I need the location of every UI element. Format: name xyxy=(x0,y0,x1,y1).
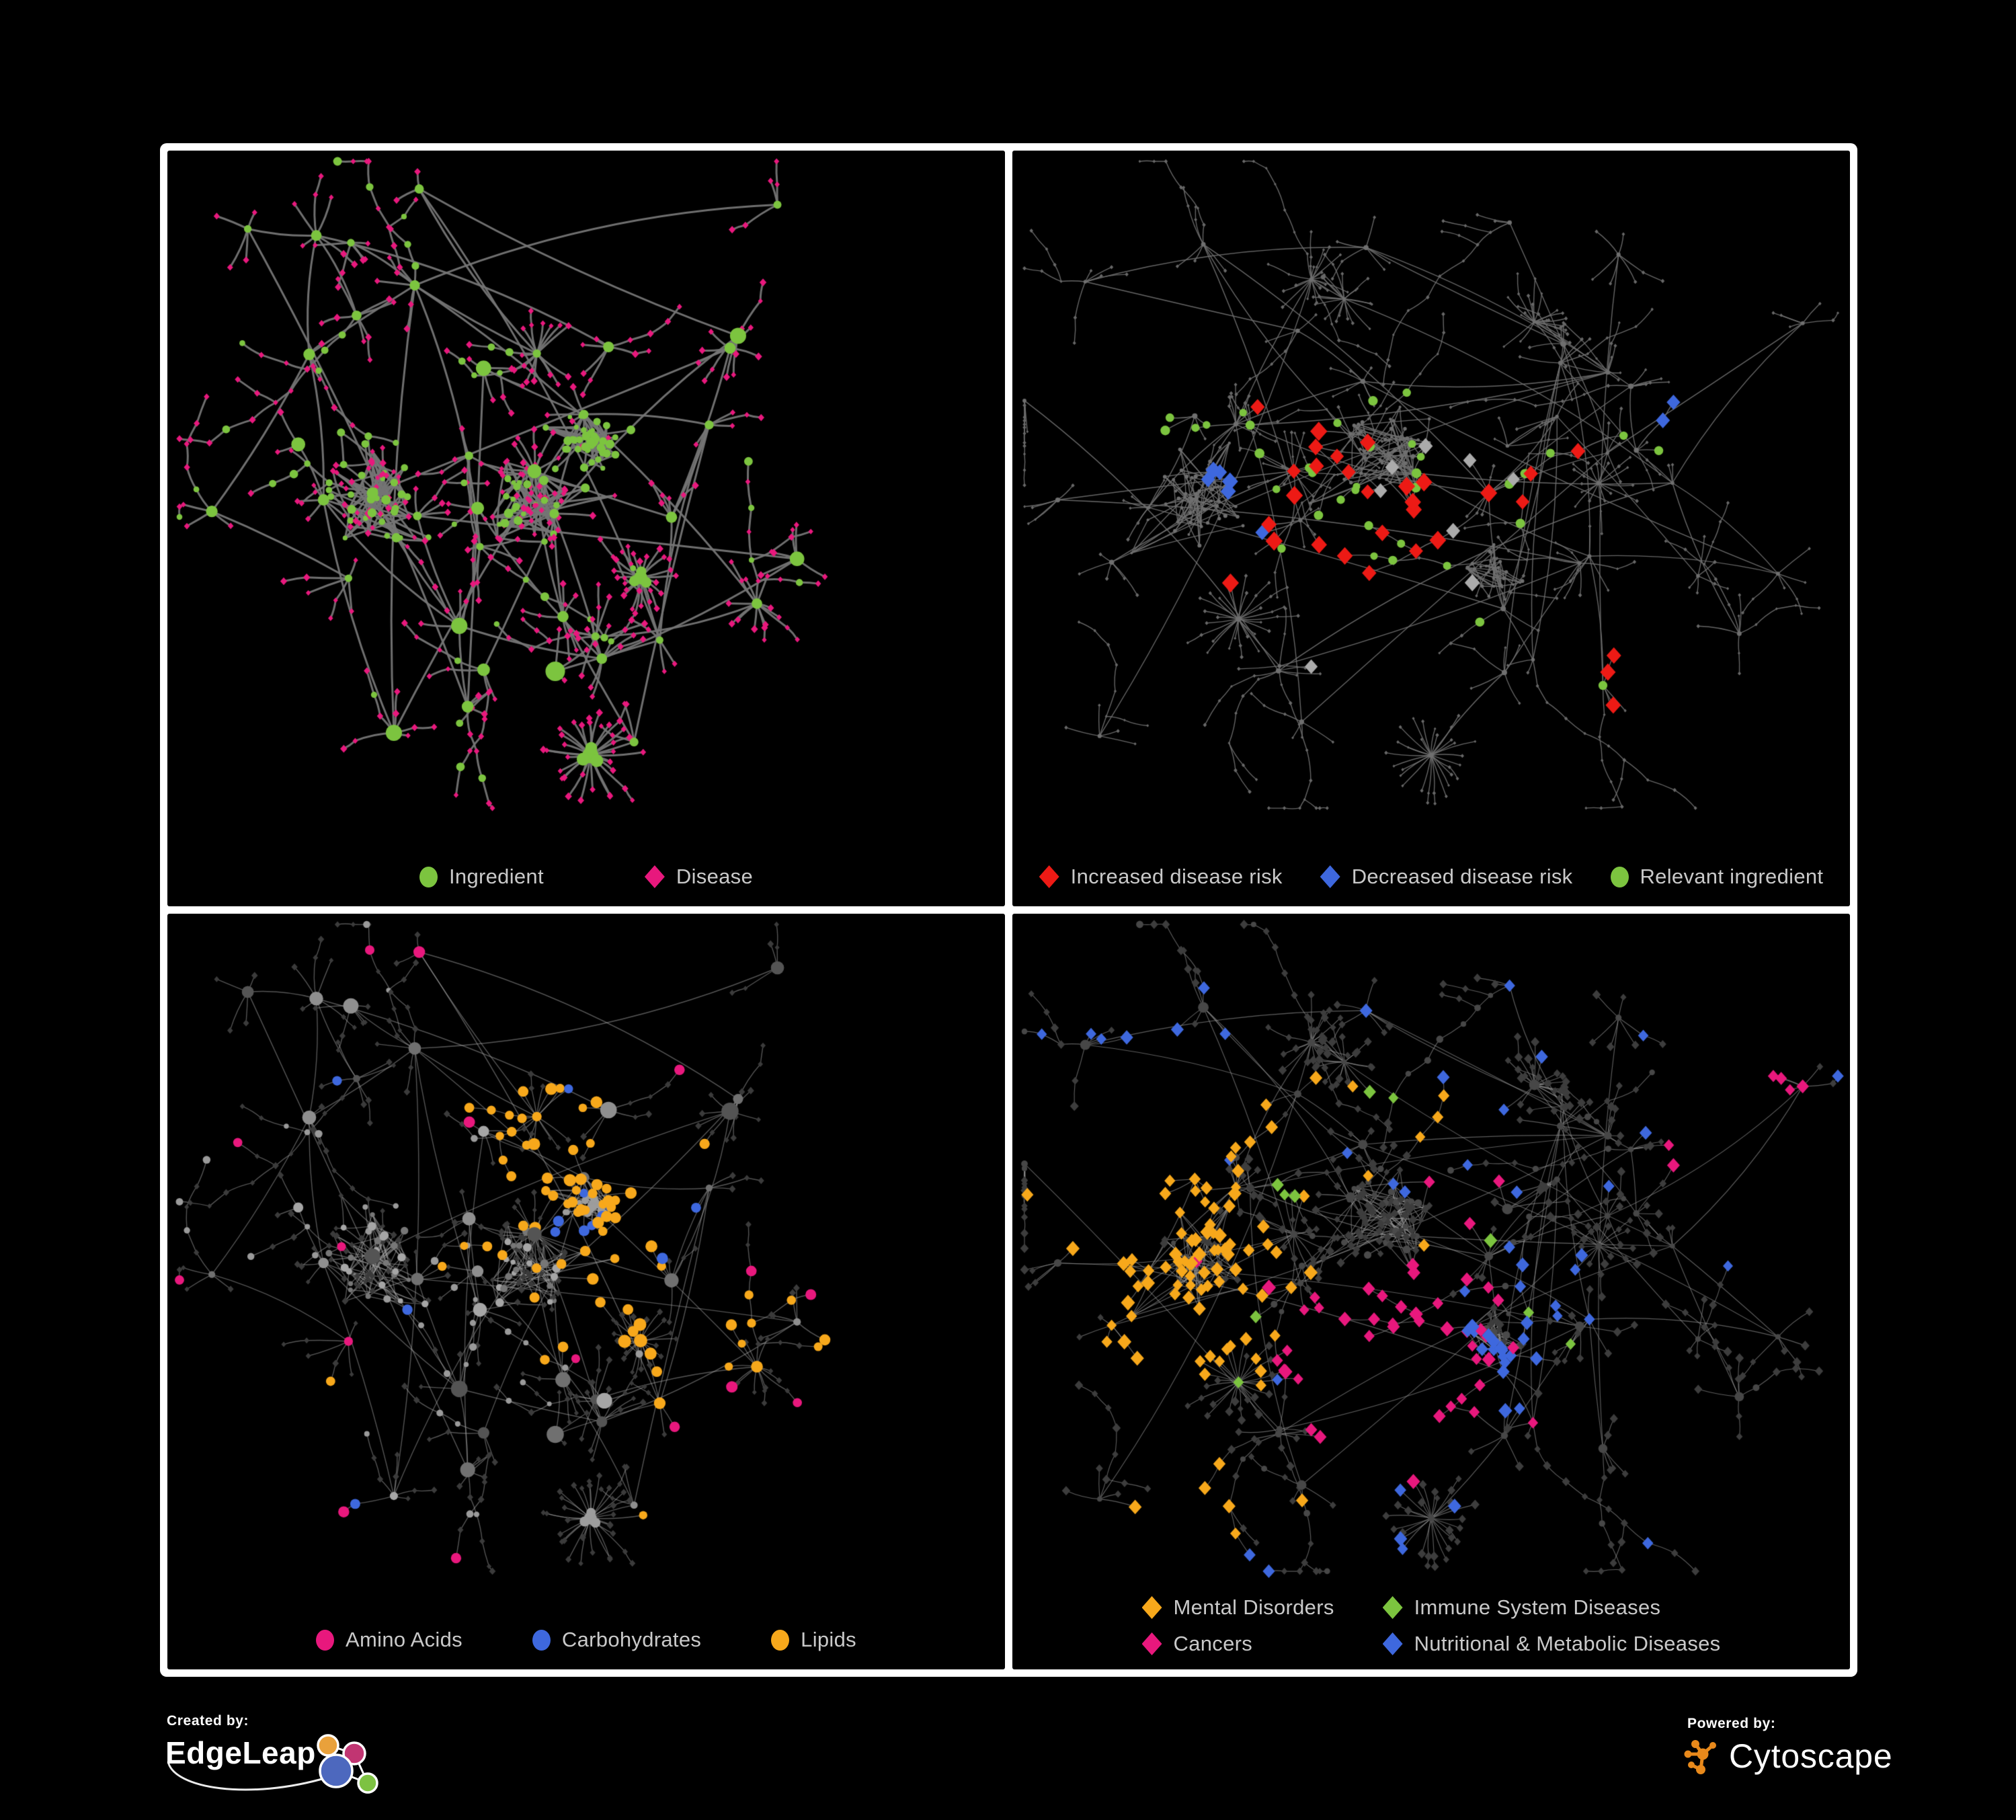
disease-class-graph-canvas xyxy=(1012,914,1850,1669)
created-by-label: Created by: xyxy=(167,1713,249,1729)
nutrient-class-graph-canvas xyxy=(167,914,1005,1669)
edgeleap-branding: Created by: EdgeLeap xyxy=(161,1713,403,1801)
edgeleap-wordmark: EdgeLeap xyxy=(165,1735,316,1770)
panel-grid: Ingredient Disease Increased disease ris… xyxy=(160,143,1857,1677)
network-panel-ingredient-disease: Ingredient Disease xyxy=(167,151,1005,906)
cytoscape-wordmark: Cytoscape xyxy=(1729,1737,1893,1775)
cytoscape-branding: Powered by: Cytosc xyxy=(1682,1716,1951,1790)
edgeleap-logo: EdgeLeap xyxy=(161,1729,403,1800)
network-panel-nutrient-classes: Amino Acids Carbohydrates Lipids xyxy=(167,914,1005,1669)
network-panel-disease-risk: Increased disease risk Decreased disease… xyxy=(1012,151,1850,906)
powered-by-label: Powered by: xyxy=(1687,1716,1776,1731)
disease-risk-graph-canvas xyxy=(1012,151,1850,906)
network-panel-disease-classes: Mental Disorders Immune System Diseases … xyxy=(1012,914,1850,1669)
ingredient-disease-graph-canvas xyxy=(167,151,1005,906)
edgeleap-network-icon xyxy=(167,1734,378,1794)
cytoscape-logo-icon xyxy=(1684,1740,1716,1774)
